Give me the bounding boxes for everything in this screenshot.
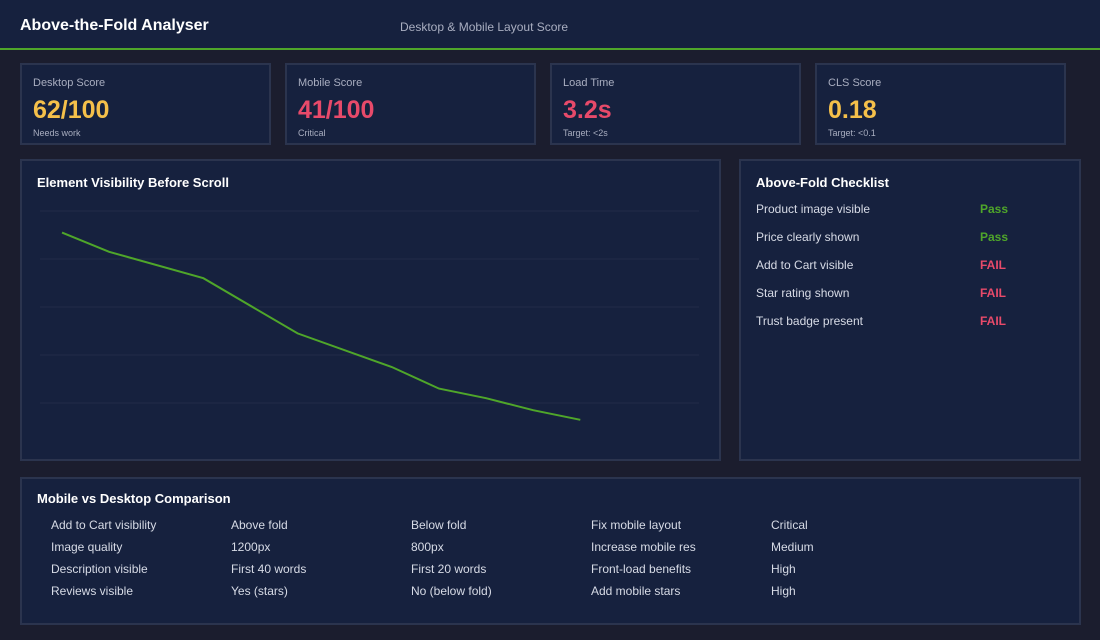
checklist-item-status: Pass [980, 230, 1009, 244]
checklist-item-label: Trust badge present [756, 314, 863, 328]
priority-cell: Critical [771, 518, 808, 532]
checklist-item-status: FAIL [980, 258, 1006, 272]
checklist-item: Star rating shown FAIL [756, 286, 1056, 302]
comparison-panel: Mobile vs Desktop Comparison Add to Cart… [20, 477, 1081, 625]
visibility-line-chart [40, 210, 699, 421]
checklist-item-label: Price clearly shown [756, 230, 860, 244]
kpi-value: 3.2s [563, 96, 612, 124]
checklist-item-label: Product image visible [756, 202, 871, 216]
checklist-item: Trust badge present FAIL [756, 314, 1056, 330]
checklist-item: Add to Cart visible FAIL [756, 258, 1056, 274]
checklist-item-status: Pass [980, 202, 1009, 216]
table-row: Description visible First 40 words First… [22, 562, 1022, 578]
priority-cell: High [771, 584, 796, 598]
kpi-card-load-time: Load Time 3.2s Target: <2s [550, 63, 801, 145]
header-bar: Above-the-Fold Analyser Desktop & Mobile… [0, 0, 1100, 50]
mobile-cell: Below fold [411, 518, 467, 532]
kpi-card-desktop-score: Desktop Score 62/100 Needs work [20, 63, 271, 145]
priority-cell: High [771, 562, 796, 576]
kpi-note: Needs work [33, 128, 81, 138]
kpi-card-mobile-score: Mobile Score 41/100 Critical [285, 63, 536, 145]
checklist-item: Product image visible Pass [756, 202, 1056, 218]
checklist-item-status: FAIL [980, 286, 1006, 300]
action-cell: Add mobile stars [591, 584, 681, 598]
priority-cell: Medium [771, 540, 814, 554]
table-row: Reviews visible Yes (stars) No (below fo… [22, 584, 1022, 600]
app-subtitle: Desktop & Mobile Layout Score [400, 20, 569, 34]
table-row: Add to Cart visibility Above fold Below … [22, 518, 1022, 534]
desktop-cell: First 40 words [231, 562, 307, 576]
desktop-cell: Above fold [231, 518, 288, 532]
kpi-label: Load Time [563, 77, 615, 89]
kpi-value: 62/100 [33, 96, 110, 124]
kpi-label: Mobile Score [298, 77, 363, 89]
metric-cell: Reviews visible [51, 584, 134, 598]
metric-cell: Image quality [51, 540, 123, 554]
kpi-note: Target: <2s [563, 128, 608, 138]
kpi-note: Target: <0.1 [828, 128, 876, 138]
desktop-cell: 1200px [231, 540, 271, 554]
checklist-item-status: FAIL [980, 314, 1006, 328]
checklist-item-label: Star rating shown [756, 286, 850, 300]
action-cell: Increase mobile res [591, 540, 696, 554]
checklist-panel: Above-Fold Checklist Product image visib… [739, 159, 1081, 461]
series-line [61, 231, 581, 421]
kpi-value: 0.18 [828, 96, 877, 124]
visibility-chart-panel: Element Visibility Before Scroll [20, 159, 721, 461]
mobile-cell: 800px [411, 540, 444, 554]
checklist-item-label: Add to Cart visible [756, 258, 854, 272]
action-cell: Front-load benefits [591, 562, 692, 576]
checklist-item: Price clearly shown Pass [756, 230, 1056, 246]
mobile-cell: First 20 words [411, 562, 487, 576]
metric-cell: Description visible [51, 562, 148, 576]
mobile-cell: No (below fold) [411, 584, 492, 598]
table-row: Image quality 1200px 800px Increase mobi… [22, 540, 1022, 556]
comparison-title: Mobile vs Desktop Comparison [37, 491, 231, 506]
chart-title: Element Visibility Before Scroll [37, 175, 229, 190]
kpi-label: CLS Score [828, 77, 882, 89]
kpi-label: Desktop Score [33, 77, 106, 89]
desktop-cell: Yes (stars) [231, 584, 288, 598]
kpi-note: Critical [298, 128, 326, 138]
action-cell: Fix mobile layout [591, 518, 682, 532]
app-title: Above-the-Fold Analyser [20, 17, 209, 34]
checklist-title: Above-Fold Checklist [756, 175, 889, 190]
metric-cell: Add to Cart visibility [51, 518, 157, 532]
kpi-value: 41/100 [298, 96, 375, 124]
kpi-card-cls-score: CLS Score 0.18 Target: <0.1 [815, 63, 1066, 145]
